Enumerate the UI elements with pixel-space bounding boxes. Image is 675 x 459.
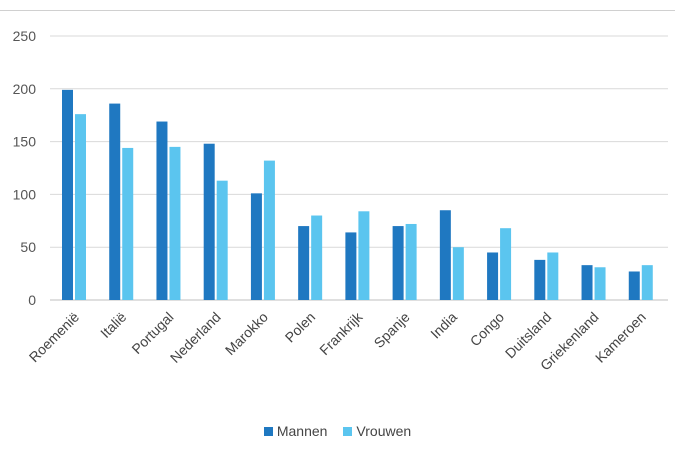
- bar-vrouwen-6: [358, 211, 369, 300]
- legend-label-mannen: Mannen: [277, 423, 328, 439]
- bar-mannen-0: [62, 90, 73, 300]
- bar-vrouwen-8: [453, 247, 464, 300]
- bar-mannen-6: [345, 232, 356, 300]
- x-category-label-1: Italië: [97, 309, 129, 341]
- bar-vrouwen-0: [75, 114, 86, 300]
- bar-vrouwen-1: [122, 148, 133, 300]
- bar-mannen-3: [204, 144, 215, 300]
- legend-item-vrouwen: Vrouwen: [343, 423, 411, 439]
- bar-mannen-8: [440, 210, 451, 300]
- bar-mannen-5: [298, 226, 309, 300]
- bar-chart: 0 50 100 150 200 250 Roemenië Italië PortugalNe…: [0, 0, 675, 420]
- x-category-label-9: Congo: [467, 309, 508, 350]
- bar-vrouwen-11: [595, 267, 606, 300]
- bars: [62, 90, 653, 300]
- legend-swatch-vrouwen: [343, 427, 352, 436]
- bar-vrouwen-5: [311, 216, 322, 300]
- bar-mannen-12: [629, 271, 640, 300]
- y-tick-label-50: 50: [20, 239, 36, 255]
- y-axis-ticks: 0 50 100 150 200 250: [13, 28, 37, 308]
- x-category-label-0: Roemenië: [26, 309, 83, 366]
- bar-vrouwen-7: [406, 224, 417, 300]
- bar-mannen-2: [156, 122, 167, 300]
- x-category-label-2: Portugal: [128, 309, 176, 357]
- legend-swatch-mannen: [264, 427, 273, 436]
- bar-vrouwen-10: [547, 252, 558, 300]
- bar-vrouwen-2: [169, 147, 180, 300]
- x-category-label-7: Spanje: [371, 309, 413, 351]
- bar-vrouwen-12: [642, 265, 653, 300]
- bar-mannen-9: [487, 252, 498, 300]
- bar-mannen-7: [393, 226, 404, 300]
- legend: Mannen Vrouwen: [0, 423, 675, 439]
- bar-mannen-11: [582, 265, 593, 300]
- bar-mannen-4: [251, 193, 262, 300]
- y-tick-label-200: 200: [13, 81, 37, 97]
- bar-mannen-10: [534, 260, 545, 300]
- y-tick-label-100: 100: [13, 186, 37, 202]
- x-category-label-5: Polen: [282, 309, 319, 346]
- bar-vrouwen-4: [264, 161, 275, 300]
- bar-vrouwen-3: [217, 181, 228, 300]
- y-tick-label-250: 250: [13, 28, 37, 44]
- x-category-label-3: Nederland: [167, 309, 224, 366]
- legend-label-vrouwen: Vrouwen: [356, 423, 411, 439]
- y-tick-label-150: 150: [13, 134, 37, 150]
- y-tick-label-0: 0: [28, 292, 36, 308]
- x-category-label-8: India: [427, 309, 460, 342]
- legend-item-mannen: Mannen: [264, 423, 328, 439]
- bar-mannen-1: [109, 104, 120, 300]
- x-category-label-4: Marokko: [222, 309, 271, 358]
- x-category-label-12: Kameroen: [592, 309, 649, 366]
- x-category-label-6: Frankrijk: [316, 308, 366, 358]
- bar-vrouwen-9: [500, 228, 511, 300]
